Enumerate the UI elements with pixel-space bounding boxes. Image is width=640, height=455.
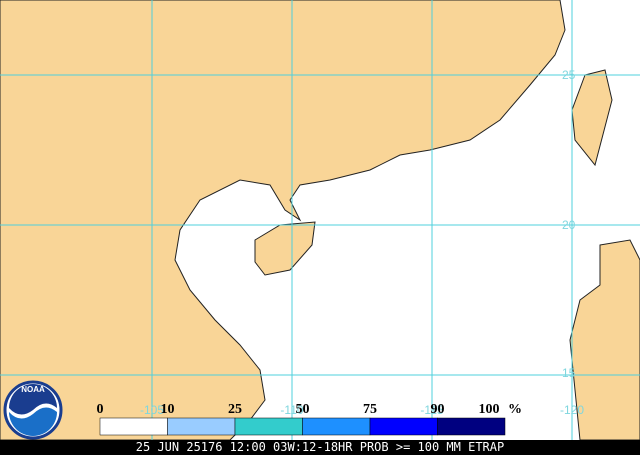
graticule <box>0 0 640 440</box>
legend-label: 10 <box>161 402 175 417</box>
legend-label: 75 <box>363 402 377 417</box>
footer-text: 25 JUN 25176 12:00 03W:12-18HR PROB >= 1… <box>136 440 504 454</box>
lon-label: -115 <box>420 403 443 417</box>
legend-label: 90 <box>431 402 445 417</box>
footer-bar <box>0 440 640 455</box>
logo-text: NOAA <box>21 385 45 394</box>
lat-label: 25 <box>562 68 576 82</box>
legend-swatch <box>437 417 506 436</box>
logo-wave <box>9 407 57 436</box>
lon-label: -110 <box>280 403 303 417</box>
legend-unit: % <box>508 402 522 417</box>
legend-label: 100 <box>479 402 500 417</box>
mainland <box>0 0 566 441</box>
legend-swatch <box>302 417 371 436</box>
legend-label: 25 <box>228 402 242 417</box>
logo-sky <box>9 384 57 415</box>
legend-swatch <box>167 417 236 436</box>
lon-label: -120 <box>560 403 584 417</box>
legend-label: 0 <box>97 402 104 417</box>
lat-label: 15 <box>562 366 576 380</box>
legend: 0 10 25 50 75 90 100% <box>97 402 522 436</box>
legend-swatch <box>99 417 168 436</box>
lat-label: 20 <box>562 218 576 232</box>
legend-swatch <box>234 417 303 436</box>
legend-label: 50 <box>296 402 310 417</box>
legend-swatch <box>369 417 438 436</box>
lon-label: -105 <box>140 403 164 417</box>
noaa-logo: NOAA <box>3 380 63 440</box>
